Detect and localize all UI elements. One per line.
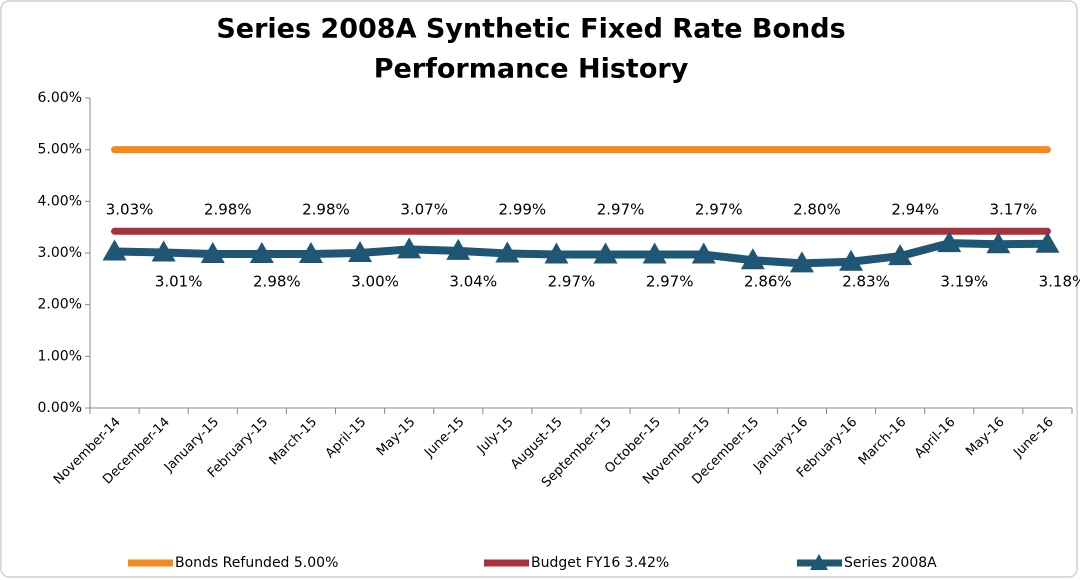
point-marker xyxy=(888,244,913,266)
point-marker xyxy=(740,248,765,270)
data-label: 3.01% xyxy=(155,273,203,291)
data-label: 3.07% xyxy=(400,201,448,219)
data-label: 3.03% xyxy=(106,201,154,219)
data-label: 2.98% xyxy=(302,201,350,219)
point-marker xyxy=(544,242,569,264)
point-marker xyxy=(986,232,1011,254)
y-tick-label: 6.00% xyxy=(38,90,82,106)
point-marker xyxy=(348,241,373,262)
y-tick-label: 0.00% xyxy=(38,400,82,416)
data-label: 2.98% xyxy=(204,201,252,219)
data-label: 2.83% xyxy=(842,273,890,291)
data-label: 3.17% xyxy=(990,201,1038,219)
chart-title: Performance History xyxy=(374,54,689,85)
point-marker xyxy=(839,249,864,271)
data-label: 2.97% xyxy=(548,273,596,291)
data-label: 2.86% xyxy=(744,273,792,291)
data-label: 2.99% xyxy=(499,201,547,219)
legend-label: Bonds Refunded 5.00% xyxy=(175,555,338,571)
data-label: 2.97% xyxy=(646,273,694,291)
y-tick-label: 5.00% xyxy=(38,142,82,158)
point-marker xyxy=(102,239,127,261)
point-marker xyxy=(495,241,520,263)
point-marker xyxy=(298,242,323,264)
series-line xyxy=(110,239,1052,268)
point-marker xyxy=(789,251,814,273)
point-marker xyxy=(691,242,716,264)
data-label: 3.18% xyxy=(1039,273,1080,291)
y-tick-label: 2.00% xyxy=(38,297,82,313)
point-marker xyxy=(151,240,176,262)
data-label: 2.97% xyxy=(597,201,645,219)
legend-label: Budget FY16 3.42% xyxy=(531,555,669,571)
point-marker xyxy=(593,242,618,264)
y-tick-label: 3.00% xyxy=(38,245,82,261)
legend-marker xyxy=(810,554,828,570)
data-label: 2.97% xyxy=(695,201,743,219)
point-marker xyxy=(446,238,471,260)
point-marker xyxy=(1035,231,1060,253)
point-marker xyxy=(200,242,225,264)
point-marker xyxy=(937,231,962,253)
data-label: 2.94% xyxy=(891,201,939,219)
data-label: 3.04% xyxy=(449,273,497,291)
data-label: 3.19% xyxy=(940,273,988,291)
chart-title: Series 2008A Synthetic Fixed Rate Bonds xyxy=(216,14,845,45)
data-label: 2.98% xyxy=(253,273,301,291)
y-tick-label: 4.00% xyxy=(38,193,82,209)
point-marker xyxy=(249,242,274,264)
point-marker xyxy=(397,237,422,259)
point-marker xyxy=(642,242,667,264)
y-tick-label: 1.00% xyxy=(38,348,82,364)
data-label: 2.80% xyxy=(793,201,841,219)
legend-label: Series 2008A xyxy=(844,555,937,571)
data-label: 3.00% xyxy=(351,273,399,291)
